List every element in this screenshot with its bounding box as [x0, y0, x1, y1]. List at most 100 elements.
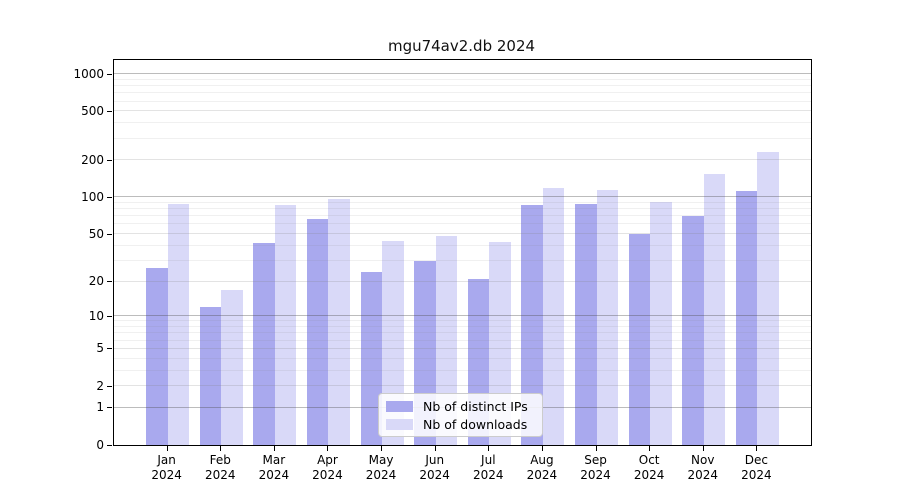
gridline-200 [114, 159, 811, 161]
gridline-90 [114, 201, 811, 203]
y-axis-tick-mark [107, 444, 112, 446]
gridline-30 [114, 259, 811, 261]
gridline-900 [114, 78, 811, 80]
y-axis-tick-label: 5 [96, 341, 104, 356]
gridline-20 [114, 280, 811, 282]
legend-item: Nb of distinct IPs [379, 399, 542, 414]
x-axis-tick-label: Feb 2024 [204, 452, 236, 482]
x-axis-tick-mark [434, 445, 436, 451]
y-axis-tick-label: 20 [88, 274, 104, 289]
gridline-80 [114, 208, 811, 210]
y-axis-tick-label: 100 [81, 189, 104, 204]
legend: Nb of distinct IPs Nb of downloads [378, 393, 543, 437]
bar-downloads-dec [757, 151, 779, 445]
x-axis-tick-label: Dec 2024 [741, 452, 772, 482]
bar-ips-dec [735, 191, 758, 445]
bar-downloads-feb [221, 289, 243, 445]
gridline-100 [114, 196, 811, 198]
x-axis-tick-mark [488, 445, 490, 451]
x-axis-tick-label: Jul 2024 [473, 452, 504, 482]
legend-swatch [386, 400, 413, 412]
y-axis-tick-label: 200 [81, 152, 104, 167]
y-axis-tick-label: 2 [96, 378, 104, 393]
x-axis-tick-label: Sep 2024 [580, 452, 611, 482]
x-axis-tick-mark [702, 445, 704, 451]
y-axis-tick-label: 0 [96, 437, 104, 452]
y-axis-tick-label: 50 [88, 226, 104, 241]
bar-downloads-aug [542, 187, 565, 445]
gridline-8 [114, 326, 811, 328]
x-axis-tick-mark [756, 445, 758, 451]
bar-downloads-sep [596, 189, 618, 445]
gridline-500 [114, 110, 811, 112]
x-axis-tick-label: Mar 2024 [258, 452, 290, 482]
y-axis-tick-mark [107, 407, 112, 409]
x-axis-tick-mark [381, 445, 383, 451]
x-axis-tick-label: Oct 2024 [633, 452, 665, 482]
gridline-5 [114, 347, 811, 349]
bar-ips-nov [682, 216, 704, 445]
legend-label: Nb of distinct IPs [423, 398, 528, 414]
bar-downloads-jan [167, 203, 190, 445]
y-axis-tick-label: 1000 [73, 66, 104, 81]
gridline-400 [114, 122, 811, 124]
gridline-40 [114, 244, 811, 246]
x-axis-tick-mark [541, 445, 543, 451]
y-axis-tick-mark [107, 196, 112, 198]
gridline-300 [114, 137, 811, 139]
bar-ips-aug [521, 204, 543, 445]
bar-downloads-oct [650, 202, 672, 445]
legend-label: Nb of downloads [423, 416, 528, 432]
y-axis-tick-label: 1 [96, 400, 104, 415]
bar-ips-apr [307, 219, 329, 445]
gridline-1000 [114, 73, 811, 75]
legend-item: Nb of downloads [379, 417, 542, 432]
x-axis-tick-mark [166, 445, 168, 451]
y-axis-tick-label: 10 [88, 308, 104, 323]
bar-downloads-nov [703, 174, 726, 445]
y-axis-tick-mark [107, 110, 112, 112]
bar-ips-oct [628, 234, 651, 445]
bar-ips-may [360, 272, 383, 445]
bar-ips-jan [146, 268, 168, 445]
legend-swatch [386, 418, 413, 430]
chart-title: mgu74av2.db 2024 [387, 37, 536, 55]
y-axis-tick-mark [107, 73, 112, 75]
x-axis-tick-label: May 2024 [365, 452, 397, 482]
plot-area [113, 59, 812, 446]
y-axis-tick-mark [107, 159, 112, 161]
y-axis-tick-mark [107, 385, 112, 387]
x-axis-tick-label: Jun 2024 [419, 452, 450, 482]
gridline-600 [114, 100, 811, 102]
x-axis-tick-label: Apr 2024 [312, 452, 343, 482]
bar-ips-mar [253, 243, 275, 445]
y-axis-tick-label: 500 [81, 103, 104, 118]
gridline-70 [114, 215, 811, 217]
gridline-2 [114, 385, 811, 387]
y-axis-tick-mark [107, 315, 112, 317]
x-axis-tick-mark [327, 445, 329, 451]
bar-downloads-mar [274, 205, 297, 445]
gridline-60 [114, 223, 811, 225]
x-axis-tick-mark [649, 445, 651, 451]
y-axis-tick-mark [107, 281, 112, 283]
gridline-9 [114, 320, 811, 322]
bar-ips-feb [199, 307, 222, 445]
gridline-10 [114, 315, 811, 317]
bar-downloads-apr [328, 198, 350, 445]
x-axis-tick-label: Nov 2024 [687, 452, 719, 482]
x-axis-tick-label: Aug 2024 [526, 452, 558, 482]
x-axis-tick-mark [220, 445, 222, 451]
x-axis-tick-mark [595, 445, 597, 451]
gridline-800 [114, 85, 811, 87]
gridline-7 [114, 332, 811, 334]
gridline-50 [114, 233, 811, 235]
gridline-3 [114, 369, 811, 371]
bar-downloads-jun [435, 236, 458, 445]
x-axis-tick-mark [273, 445, 275, 451]
bar-ips-sep [575, 203, 597, 445]
gridline-4 [114, 357, 811, 359]
x-axis-tick-label: Jan 2024 [151, 452, 182, 482]
y-axis-tick-mark [107, 348, 112, 350]
